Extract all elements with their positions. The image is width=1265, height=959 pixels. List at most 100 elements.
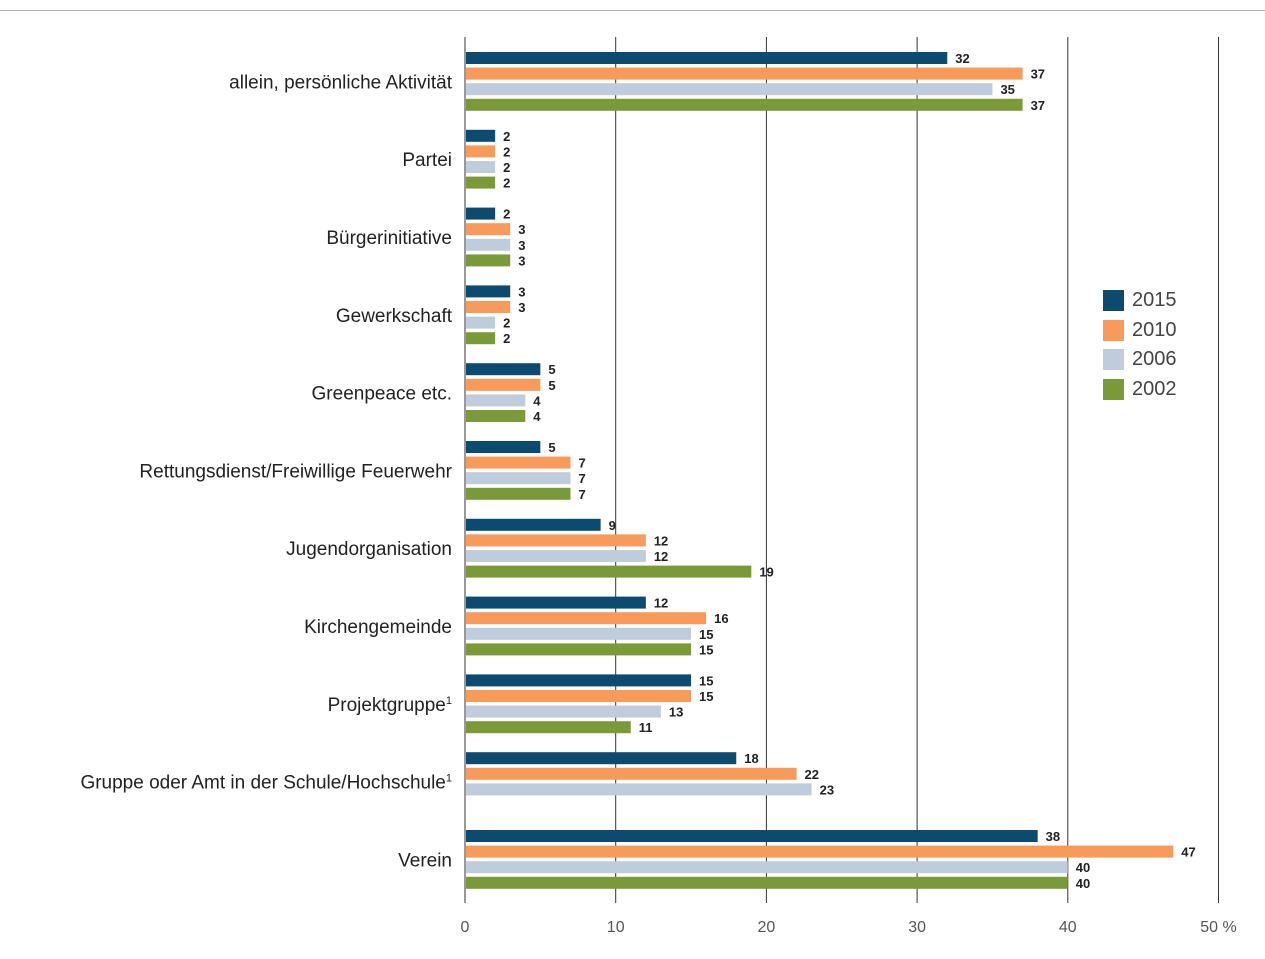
bar <box>466 316 496 329</box>
data-label: 3 <box>518 253 525 268</box>
bar <box>466 845 1174 858</box>
bar <box>466 472 571 485</box>
x-tick-label: 10 <box>607 919 625 936</box>
legend-item: 2015 <box>1103 286 1177 316</box>
data-label: 4 <box>533 409 541 424</box>
bar <box>466 83 993 96</box>
x-tick-label: 20 <box>758 919 776 936</box>
data-label: 15 <box>699 689 713 704</box>
data-label: 2 <box>503 144 510 159</box>
legend-label: 2010 <box>1132 318 1177 341</box>
data-label: 11 <box>639 720 653 735</box>
bar <box>466 254 511 267</box>
data-label: 12 <box>654 549 668 564</box>
data-label: 2 <box>503 207 510 222</box>
category-label: Verein <box>398 850 452 871</box>
bar <box>466 394 526 407</box>
bar <box>466 67 1023 80</box>
bar <box>466 643 692 656</box>
top-rule <box>0 10 1265 11</box>
category-label: Gruppe oder Amt in der Schule/Hochschule… <box>80 773 452 794</box>
bar <box>466 238 511 251</box>
bar <box>466 363 541 376</box>
category-label: Partei <box>402 150 452 171</box>
bar <box>466 207 496 220</box>
bar <box>466 627 692 640</box>
bar <box>466 783 812 796</box>
data-label: 18 <box>744 751 758 766</box>
data-label: 2 <box>503 316 510 331</box>
bar <box>466 223 511 236</box>
bar <box>466 876 1068 889</box>
data-label: 16 <box>714 611 728 626</box>
bar <box>466 441 541 453</box>
legend-label: 2015 <box>1132 289 1177 312</box>
data-label: 47 <box>1181 845 1195 860</box>
bar <box>466 301 511 313</box>
bar <box>466 518 601 531</box>
bar <box>466 176 496 189</box>
bar <box>466 456 571 469</box>
legend: 2015 2010 2006 2002 <box>1103 286 1177 404</box>
data-label: 40 <box>1076 860 1090 875</box>
data-label: 2 <box>503 176 510 191</box>
data-label: 7 <box>578 487 585 502</box>
bar <box>466 861 1068 874</box>
x-tick-label: 30 <box>908 919 926 936</box>
legend-label: 2002 <box>1132 377 1177 400</box>
legend-swatch <box>1103 290 1124 312</box>
bar <box>466 534 646 547</box>
data-label: 40 <box>1076 876 1090 891</box>
legend-swatch <box>1103 349 1124 371</box>
data-label: 12 <box>654 596 668 611</box>
data-label: 3 <box>518 300 525 315</box>
x-tick-label: 40 <box>1059 919 1077 936</box>
legend-item: 2002 <box>1103 375 1177 405</box>
legend-swatch <box>1103 319 1124 341</box>
data-label: 13 <box>669 705 683 720</box>
data-label: 3 <box>518 222 525 237</box>
data-label: 15 <box>699 673 713 688</box>
data-label: 4 <box>533 393 541 408</box>
legend-label: 2006 <box>1132 348 1177 371</box>
bar <box>466 767 797 780</box>
x-tick-label: 50 % <box>1200 919 1236 936</box>
category-label: Jugendorganisation <box>286 539 452 560</box>
category-label: Gewerkschaft <box>336 306 453 327</box>
labels: 0 10 20 30 40 50 % allein, persönliche Aktivit… <box>80 51 1236 936</box>
category-label: Rettungsdienst/Freiwillige Feuerwehr <box>139 461 452 482</box>
data-label: 2 <box>503 331 510 346</box>
data-label: 37 <box>1031 98 1045 113</box>
data-label: 32 <box>955 51 969 66</box>
category-label: allein, persönliche Aktivität <box>229 72 453 93</box>
legend-item: 2006 <box>1103 345 1177 375</box>
data-label: 9 <box>609 518 616 533</box>
data-label: 23 <box>820 782 834 797</box>
bar <box>466 612 707 625</box>
data-label: 3 <box>518 284 525 299</box>
bar <box>466 752 737 765</box>
bar <box>466 129 496 142</box>
bar <box>466 161 496 173</box>
data-label: 22 <box>805 767 819 782</box>
data-label: 5 <box>548 362 555 377</box>
data-label: 5 <box>548 440 555 455</box>
bar <box>466 830 1038 842</box>
x-tick-label: 0 <box>461 919 470 936</box>
bars <box>466 52 1174 889</box>
category-label: Kirchengemeinde <box>304 617 452 638</box>
data-label: 3 <box>518 238 525 253</box>
data-label: 37 <box>1031 67 1045 82</box>
bar <box>466 565 752 578</box>
legend-item: 2010 <box>1103 316 1177 346</box>
category-label: Projektgruppe1 <box>328 695 452 716</box>
category-label: Greenpeace etc. <box>312 384 452 405</box>
data-label: 35 <box>1000 82 1014 97</box>
data-label: 5 <box>548 378 555 393</box>
bar <box>466 52 948 64</box>
bar <box>466 378 541 391</box>
category-label: Bürgerinitiative <box>326 228 452 249</box>
bar <box>466 705 661 718</box>
bar <box>466 285 511 298</box>
